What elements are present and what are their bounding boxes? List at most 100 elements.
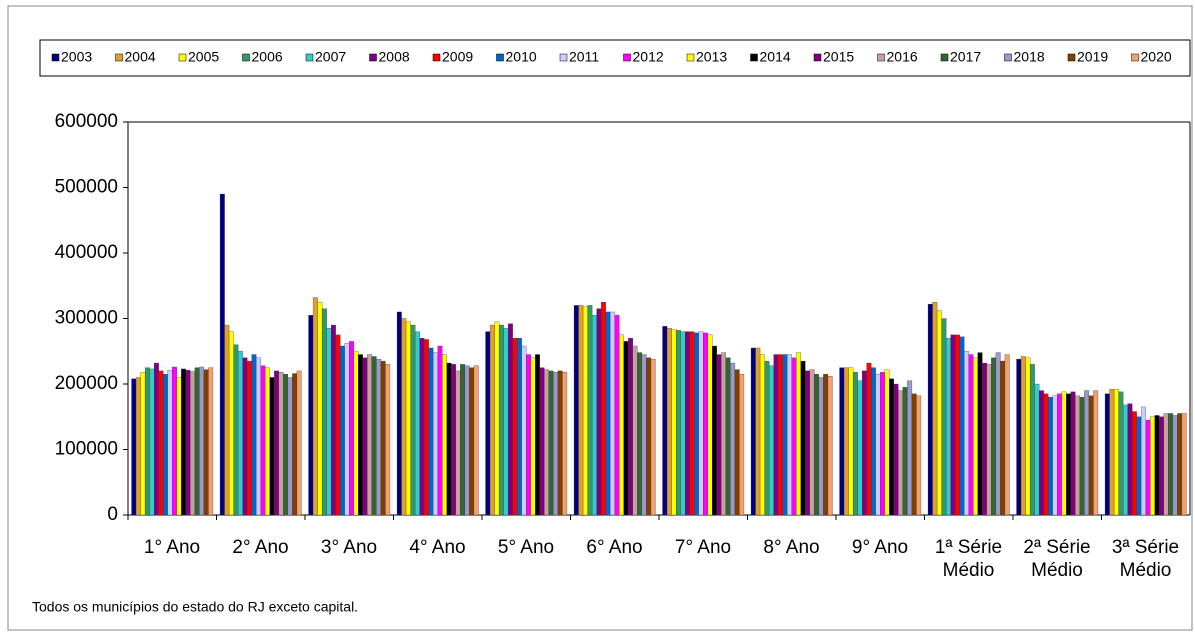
bar: [916, 395, 922, 516]
legend-label: 2018: [1014, 49, 1045, 65]
bar: [907, 380, 913, 516]
bar: [1016, 358, 1022, 516]
bar: [265, 367, 270, 516]
bar: [805, 370, 810, 516]
bar: [144, 367, 150, 516]
bar: [256, 357, 261, 516]
y-tick-label: 100000: [55, 439, 118, 460]
bar: [977, 352, 983, 516]
bar: [1104, 393, 1110, 516]
bar: [932, 301, 938, 516]
legend-label: 2011: [569, 49, 599, 65]
bar: [340, 345, 345, 516]
bar: [628, 337, 633, 516]
bar: [190, 371, 196, 516]
legend-swatch: [496, 53, 504, 62]
bar: [353, 351, 359, 516]
bar: [154, 362, 159, 516]
bar: [936, 310, 942, 516]
bar: [405, 321, 411, 516]
bar: [287, 377, 293, 516]
bar: [1122, 404, 1128, 516]
x-tick-label: 9° Ano: [851, 537, 909, 558]
bar: [734, 369, 740, 516]
bar: [1150, 416, 1155, 516]
bar: [401, 318, 407, 516]
bar: [973, 357, 978, 516]
bar: [675, 330, 681, 516]
bar: [535, 354, 540, 516]
legend-swatch: [1131, 53, 1139, 62]
bar: [442, 354, 447, 516]
y-tick-label: 400000: [55, 242, 118, 263]
bar: [685, 331, 690, 516]
bar: [596, 308, 602, 516]
bar: [1118, 391, 1124, 516]
legend-swatch: [1067, 53, 1076, 62]
legend-label: 2006: [252, 49, 283, 65]
bar: [494, 321, 500, 516]
bar: [1127, 403, 1133, 516]
legend-label: 2016: [887, 49, 918, 65]
y-tick-label: 500000: [55, 177, 118, 198]
bar: [880, 372, 885, 516]
bar: [666, 328, 672, 516]
bar: [650, 358, 656, 516]
bar: [331, 324, 336, 516]
bar: [344, 343, 350, 516]
bar: [517, 337, 522, 516]
bar: [768, 365, 774, 516]
bar: [539, 367, 545, 516]
legend-swatch: [242, 53, 250, 62]
bar: [548, 370, 554, 516]
x-tick-label: 2° Ano: [232, 537, 289, 558]
bar: [419, 337, 425, 516]
legend-label: 2014: [760, 49, 791, 65]
bar: [278, 372, 284, 516]
bar: [605, 311, 611, 516]
bar: [396, 311, 402, 516]
bar: [1020, 356, 1026, 516]
bar: [1039, 390, 1044, 516]
bar: [911, 393, 917, 516]
bar: [1004, 354, 1010, 516]
x-tick-label: 4° Ano: [409, 537, 466, 558]
legend-swatch: [877, 53, 885, 62]
legend-swatch: [623, 53, 631, 62]
bar: [730, 362, 736, 516]
bar: [1172, 415, 1178, 516]
bar: [1029, 364, 1035, 516]
bar: [902, 387, 908, 516]
bar: [862, 370, 867, 516]
bar: [163, 374, 168, 516]
bar: [460, 364, 466, 516]
bar: [884, 369, 890, 516]
bar: [1132, 411, 1137, 516]
legend-label: 2003: [61, 49, 92, 65]
bar: [526, 354, 531, 516]
bar: [778, 354, 783, 516]
bar: [1181, 413, 1187, 516]
bar: [637, 352, 643, 516]
bar: [641, 354, 647, 516]
bar: [317, 301, 323, 516]
bar: [582, 306, 588, 516]
legend-swatch: [115, 53, 123, 62]
bar: [149, 368, 155, 516]
legend-label: 2020: [1141, 49, 1172, 65]
bar: [296, 370, 302, 516]
bar: [898, 390, 904, 516]
bar: [986, 364, 992, 516]
bar: [614, 315, 620, 516]
bar: [739, 374, 745, 516]
legend-label: 2004: [125, 49, 156, 65]
x-tick-label: 3° Ano: [320, 537, 378, 558]
bar: [1159, 416, 1164, 516]
bar: [433, 352, 438, 516]
legend-label: 2015: [823, 49, 854, 65]
bar: [1109, 389, 1115, 516]
bar: [646, 357, 652, 516]
bar: [199, 366, 205, 516]
bar: [1043, 393, 1049, 516]
